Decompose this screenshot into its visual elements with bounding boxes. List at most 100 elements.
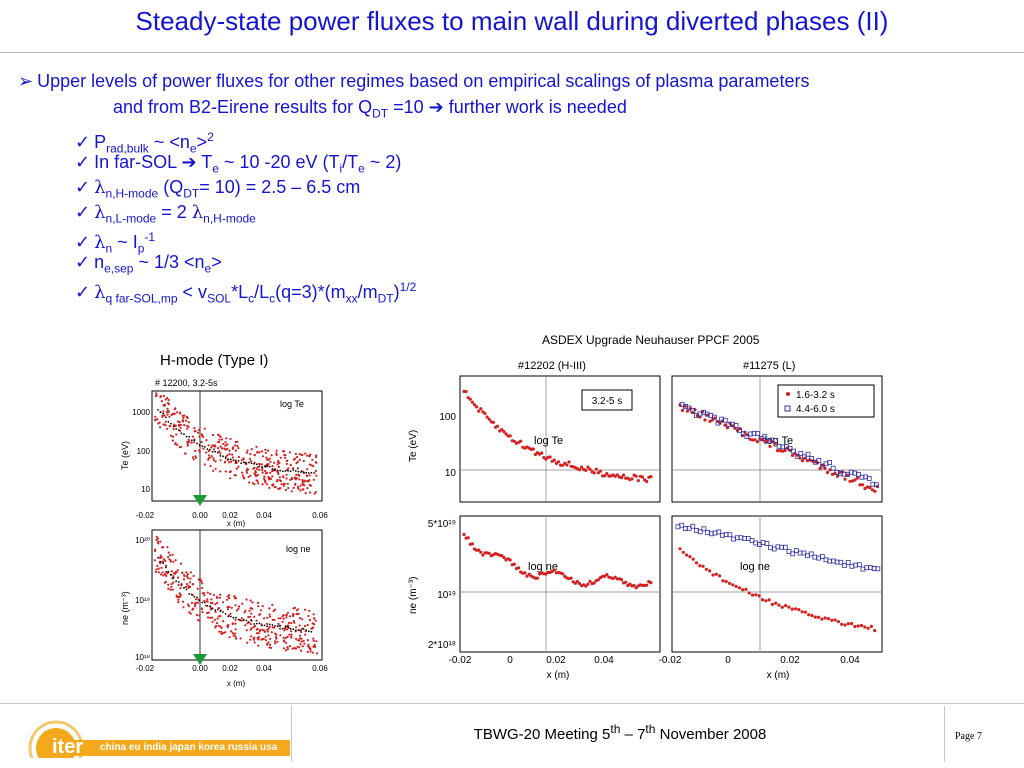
scatter-point <box>201 582 204 585</box>
scatter-point <box>266 622 269 625</box>
scatter-point <box>302 639 305 642</box>
scatter-point <box>183 414 186 417</box>
data-point-square <box>704 411 710 417</box>
scatter-point <box>232 634 235 637</box>
left-top-xtick: 0.04 <box>256 511 272 520</box>
fit-point <box>172 577 175 579</box>
scatter-point <box>210 598 213 601</box>
scatter-point <box>264 639 268 642</box>
data-point <box>552 458 556 462</box>
fit-point <box>237 460 240 462</box>
scatter-point <box>196 587 199 590</box>
fit-point <box>268 623 271 626</box>
scatter-point <box>277 465 280 468</box>
scatter-point <box>193 605 197 608</box>
scatter-point <box>193 430 196 433</box>
fit-point <box>305 471 308 474</box>
check-item-lambda-h: ✓ λn,H-mode (QDT= 10) = 2.5 – 6.5 cm <box>75 177 361 201</box>
scatter-point <box>167 403 171 406</box>
check-icon: ✓ <box>75 282 91 302</box>
scatter-point <box>250 448 253 451</box>
scatter-point <box>255 479 258 482</box>
scatter-point <box>241 602 244 605</box>
scatter-point <box>228 636 231 639</box>
data-point <box>483 411 487 416</box>
data-point <box>592 581 596 585</box>
scatter-point <box>184 452 187 455</box>
data-point <box>594 467 598 471</box>
scatter-point <box>249 457 252 460</box>
data-point <box>820 463 825 468</box>
scatter-point <box>220 632 223 635</box>
data-point <box>481 553 485 557</box>
scatter-point <box>170 434 173 437</box>
scatter-point <box>269 615 272 618</box>
data-point <box>751 593 755 597</box>
data-point <box>517 566 521 570</box>
scatter-point <box>256 467 259 471</box>
scatter-point <box>226 605 229 609</box>
data-point <box>605 472 609 476</box>
scatter-point <box>306 639 309 642</box>
scatter-point <box>246 622 249 625</box>
fit-point <box>302 471 305 474</box>
scatter-point <box>286 635 289 638</box>
scatter-point <box>283 639 286 642</box>
data-point <box>783 448 787 453</box>
scatter-point <box>162 423 166 426</box>
hiii-xtick: -0.02 <box>449 655 472 666</box>
data-point <box>632 584 636 588</box>
scatter-point <box>270 646 273 649</box>
fit-point <box>255 622 258 625</box>
scatter-point <box>273 461 276 464</box>
data-point <box>775 449 780 453</box>
scatter-point <box>288 451 291 454</box>
data-point <box>870 488 875 492</box>
scatter-point <box>308 474 311 477</box>
scatter-point <box>246 449 249 452</box>
scatter-point <box>249 460 252 463</box>
data-point-square <box>827 460 833 465</box>
scatter-point <box>237 607 240 610</box>
scatter-point <box>212 459 215 462</box>
left-bottom-ylabel: ne (m⁻³) <box>120 591 130 625</box>
scatter-point <box>313 492 316 495</box>
check-icon: ✓ <box>75 152 91 172</box>
scatter-point <box>185 419 188 422</box>
scatter-point <box>166 397 169 400</box>
scatter-point <box>302 488 305 491</box>
scatter-point <box>258 468 261 471</box>
scatter-point <box>293 457 297 460</box>
scatter-point <box>187 421 190 424</box>
scatter-point <box>206 598 209 601</box>
data-point <box>797 608 801 612</box>
data-point <box>807 613 811 617</box>
data-point <box>858 483 862 487</box>
scatter-point <box>171 588 174 591</box>
data-point <box>727 581 732 585</box>
scatter-point <box>275 449 278 452</box>
scatter-point <box>156 564 159 567</box>
scatter-point <box>228 449 231 452</box>
scatter-point <box>304 608 307 611</box>
data-point <box>836 620 840 624</box>
scatter-point <box>295 477 298 480</box>
data-point-square <box>715 420 721 426</box>
scatter-point <box>278 476 281 479</box>
scatter-point <box>186 424 189 427</box>
scatter-point <box>186 575 189 578</box>
scatter-point <box>277 487 280 490</box>
scatter-point <box>312 478 315 481</box>
data-point <box>694 561 699 565</box>
hiii-xtick: 0 <box>507 655 513 666</box>
scatter-point <box>179 423 182 426</box>
scatter-point <box>198 435 201 438</box>
scatter-point <box>288 633 291 636</box>
scatter-point <box>164 573 167 576</box>
data-point <box>588 579 592 583</box>
data-point <box>462 532 466 537</box>
fit-point <box>211 450 214 453</box>
scatter-point <box>164 398 167 401</box>
data-point <box>630 477 634 481</box>
scatter-point <box>198 450 201 453</box>
